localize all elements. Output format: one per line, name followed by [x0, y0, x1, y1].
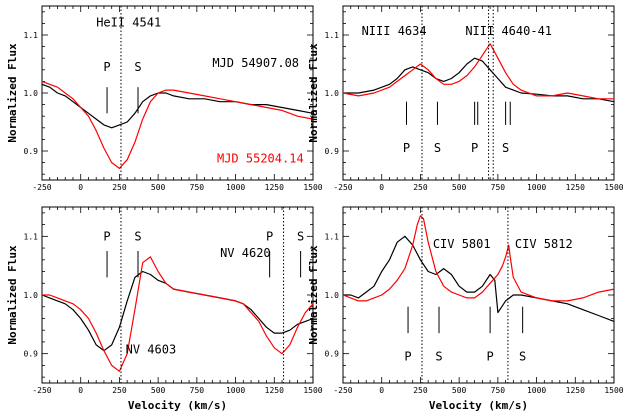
component-label: S — [297, 229, 304, 243]
x-tick-label: 0 — [78, 386, 83, 395]
x-tick-label: 1500 — [604, 386, 623, 395]
component-label: P — [103, 60, 110, 74]
x-tick-label: 500 — [452, 386, 467, 395]
component-label: P — [103, 229, 110, 243]
line-annotation: MJD 55204.14 — [217, 152, 304, 166]
x-tick-label: 750 — [491, 386, 506, 395]
y-tick-label: 1.0 — [24, 89, 39, 98]
y-axis-title: Normalized Flux — [6, 43, 19, 143]
y-axis-title: Normalized Flux — [6, 245, 19, 345]
series-line-black — [41, 270, 314, 352]
y-tick-label: 1.0 — [24, 291, 39, 300]
y-tick-label: 1.1 — [325, 31, 340, 40]
component-label: S — [502, 141, 509, 155]
component-label: S — [134, 229, 141, 243]
x-tick-label: -250 — [333, 183, 352, 192]
x-tick-label: 500 — [151, 183, 166, 192]
y-tick-label: 0.9 — [24, 147, 39, 156]
x-tick-label: 250 — [413, 386, 428, 395]
line-annotation: NIII 4640-41 — [465, 24, 552, 38]
y-axis-title: Normalized Flux — [307, 245, 320, 345]
x-tick-label: 500 — [452, 183, 467, 192]
y-tick-label: 0.9 — [325, 350, 340, 359]
series-line-red — [42, 256, 314, 372]
x-axis-title: Velocity (km/s) — [429, 399, 528, 412]
y-tick-label: 1.1 — [325, 232, 340, 241]
x-tick-label: 250 — [112, 386, 127, 395]
component-label: S — [134, 60, 141, 74]
line-annotation: NV 4603 — [126, 343, 177, 357]
y-axis-title: Normalized Flux — [307, 43, 320, 143]
line-annotation: MJD 54907.08 — [212, 56, 299, 70]
component-label: P — [404, 350, 411, 364]
x-tick-label: -250 — [32, 183, 51, 192]
panel-top-right: -250 0 250 500 750 1000 1250 1500 0.9 1.0 1.1 Norma… — [307, 5, 624, 192]
component-label: S — [434, 141, 441, 155]
x-tick-label: 250 — [112, 183, 127, 192]
y-tick-label: 0.9 — [24, 350, 39, 359]
series-line-red — [41, 80, 314, 169]
component-label: P — [266, 229, 273, 243]
line-annotation: CIV 5812 — [515, 237, 573, 251]
x-tick-label: 1250 — [265, 183, 284, 192]
x-tick-label: 0 — [78, 183, 83, 192]
series-line-red — [342, 43, 614, 100]
x-tick-label: -250 — [32, 386, 51, 395]
x-tick-label: 1000 — [226, 183, 245, 192]
panel-bottom-right: -250 0 250 500 750 1000 1250 1500 0.9 1.0 1.1 Norma… — [307, 206, 624, 412]
component-label: S — [519, 350, 526, 364]
x-tick-label: 750 — [190, 386, 205, 395]
x-tick-label: 750 — [190, 183, 205, 192]
x-tick-label: 1000 — [226, 386, 245, 395]
line-annotation: NIII 4634 — [362, 24, 427, 38]
y-tick-label: 1.1 — [24, 232, 39, 241]
x-tick-label: 1250 — [566, 386, 585, 395]
x-axis-title: Velocity (km/s) — [128, 399, 227, 412]
component-label: S — [435, 350, 442, 364]
x-tick-label: 1000 — [527, 183, 546, 192]
x-tick-label: 1500 — [303, 183, 322, 192]
x-tick-label: -250 — [333, 386, 352, 395]
x-tick-label: 0 — [379, 386, 384, 395]
line-annotation: HeII 4541 — [96, 15, 161, 29]
x-tick-label: 750 — [491, 183, 506, 192]
component-label: P — [403, 141, 410, 155]
x-tick-label: 0 — [379, 183, 384, 192]
x-tick-label: 500 — [151, 386, 166, 395]
component-label: P — [471, 141, 478, 155]
x-tick-label: 1500 — [604, 183, 623, 192]
component-label: P — [486, 350, 493, 364]
y-tick-label: 1.0 — [325, 291, 340, 300]
line-annotation: CIV 5801 — [433, 237, 491, 251]
x-tick-label: 1250 — [566, 183, 585, 192]
panel-bottom-left: -250 0 250 500 750 1000 1250 1500 0.9 1.0 1.1 Norma… — [6, 206, 323, 412]
x-tick-label: 1000 — [527, 386, 546, 395]
x-tick-label: 1250 — [265, 386, 284, 395]
y-tick-label: 1.0 — [325, 89, 340, 98]
y-tick-label: 0.9 — [325, 147, 340, 156]
x-tick-label: 250 — [413, 183, 428, 192]
x-tick-label: 1500 — [303, 386, 322, 395]
y-tick-label: 1.1 — [24, 31, 39, 40]
series-line-black — [343, 57, 615, 103]
series-line-red — [342, 215, 615, 302]
panel-top-left: -250 0 250 500 750 1000 1250 1500 0.9 1.0 1.1 Norma… — [6, 5, 323, 192]
line-annotation: NV 4620 — [220, 246, 271, 260]
